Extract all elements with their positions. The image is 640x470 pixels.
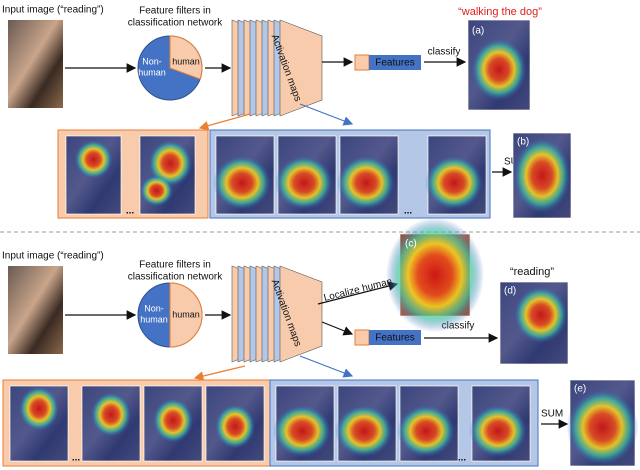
heat-blob [273, 404, 332, 458]
heat-blob [214, 404, 256, 449]
caption: “reading” [510, 266, 554, 278]
heat-blob [513, 137, 571, 214]
ellipsis: ... [404, 206, 413, 217]
classify-label: classify [442, 321, 475, 332]
heat-blob [335, 404, 394, 458]
heat-blob [337, 155, 396, 211]
image-label: (c) [405, 239, 417, 250]
pie [137, 282, 203, 348]
ellipsis: ... [72, 453, 81, 464]
pie-label: Non- [144, 303, 164, 313]
heat-blob [469, 404, 528, 458]
pie-label: human [172, 56, 200, 66]
image-label: (a) [472, 26, 484, 37]
classify-label: classify [428, 47, 461, 58]
input-photo [8, 20, 63, 108]
features-label: Features [375, 58, 414, 69]
heat-blob [152, 398, 194, 443]
activation-map [279, 19, 323, 117]
input-label: Input image (“reading”) [2, 5, 104, 16]
input-photo [8, 266, 63, 354]
pie-label: human [172, 309, 200, 319]
ellipsis: ... [126, 206, 135, 217]
input-label: Input image (“reading”) [2, 251, 104, 262]
pie [137, 35, 203, 101]
features-label: Features [375, 333, 414, 344]
ellipsis: ... [458, 453, 467, 464]
filters-label: classification network [128, 18, 223, 29]
heat-blob [386, 217, 484, 333]
arrows [65, 57, 513, 177]
heat-blob [140, 175, 173, 207]
pie-label: human [138, 67, 166, 77]
heat-blob [566, 388, 639, 466]
heat-blob [213, 155, 272, 211]
heat-blob [275, 155, 334, 211]
pie-label: Non- [142, 56, 162, 66]
heat-blob [90, 392, 132, 437]
sum-label: SUM [541, 409, 563, 420]
image-label: (d) [504, 286, 516, 297]
pie-label: human [140, 314, 168, 324]
features-box [354, 54, 421, 71]
activation-map [279, 265, 323, 363]
images [8, 19, 572, 219]
activation-stack [231, 19, 323, 117]
images [8, 217, 639, 467]
heat-blob [148, 139, 193, 187]
heat-blob [425, 155, 484, 211]
arrows [65, 281, 569, 429]
image-label: (e) [574, 384, 586, 395]
caption: “walking the dog” [458, 6, 542, 18]
filters-label: classification network [128, 272, 223, 283]
image-label: (b) [517, 137, 529, 148]
features-box [354, 329, 421, 346]
heat-blob [74, 139, 113, 179]
heat-blob [397, 404, 456, 458]
activation-stack [231, 265, 323, 363]
filters-label: Feature filters in [139, 260, 211, 271]
heat-blob [18, 386, 60, 431]
filters-label: Feature filters in [139, 6, 211, 17]
heat-blob [471, 38, 527, 101]
heat-blob [513, 286, 568, 344]
image-labels: (a) (b) (c) (d) (e) [405, 26, 586, 395]
